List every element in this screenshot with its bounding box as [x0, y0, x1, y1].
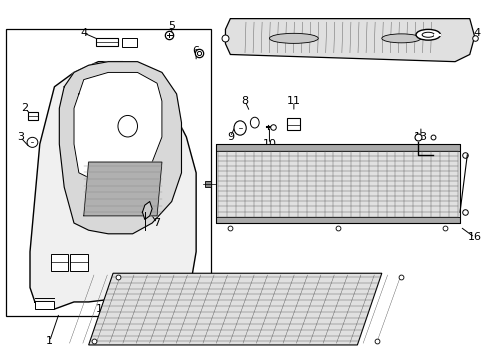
Ellipse shape — [382, 34, 421, 43]
Bar — [70, 253, 88, 271]
Text: 7: 7 — [153, 218, 161, 228]
Bar — [50, 253, 68, 271]
Ellipse shape — [118, 116, 138, 137]
Text: 4: 4 — [80, 28, 87, 38]
Text: 12: 12 — [414, 168, 428, 178]
Bar — [216, 150, 460, 217]
Bar — [96, 39, 118, 45]
Polygon shape — [59, 62, 181, 234]
Text: 6: 6 — [193, 46, 199, 56]
Bar — [35, 301, 54, 309]
Text: 1: 1 — [46, 336, 53, 346]
Polygon shape — [225, 19, 475, 62]
Polygon shape — [216, 217, 460, 223]
Polygon shape — [84, 162, 162, 216]
Ellipse shape — [416, 30, 441, 40]
Ellipse shape — [250, 117, 259, 128]
Text: 16: 16 — [467, 232, 482, 242]
Polygon shape — [89, 273, 382, 345]
Text: 13: 13 — [414, 132, 428, 142]
Bar — [27, 112, 38, 120]
Ellipse shape — [234, 121, 246, 135]
Ellipse shape — [270, 33, 318, 43]
Text: 10: 10 — [263, 139, 276, 149]
Text: 3: 3 — [17, 132, 24, 142]
Polygon shape — [216, 144, 460, 150]
Text: 15: 15 — [97, 304, 110, 314]
Polygon shape — [143, 202, 152, 220]
Text: 11: 11 — [287, 96, 301, 106]
Bar — [216, 144, 460, 223]
Text: 14: 14 — [467, 28, 482, 38]
Bar — [5, 30, 211, 316]
Text: 8: 8 — [242, 96, 248, 106]
Polygon shape — [30, 62, 196, 309]
Bar — [287, 118, 300, 130]
Text: 2: 2 — [22, 103, 29, 113]
Polygon shape — [74, 72, 162, 180]
Ellipse shape — [27, 137, 38, 147]
Bar — [122, 38, 137, 46]
Ellipse shape — [422, 32, 434, 37]
Text: 9: 9 — [227, 132, 234, 142]
Text: 5: 5 — [168, 21, 175, 31]
